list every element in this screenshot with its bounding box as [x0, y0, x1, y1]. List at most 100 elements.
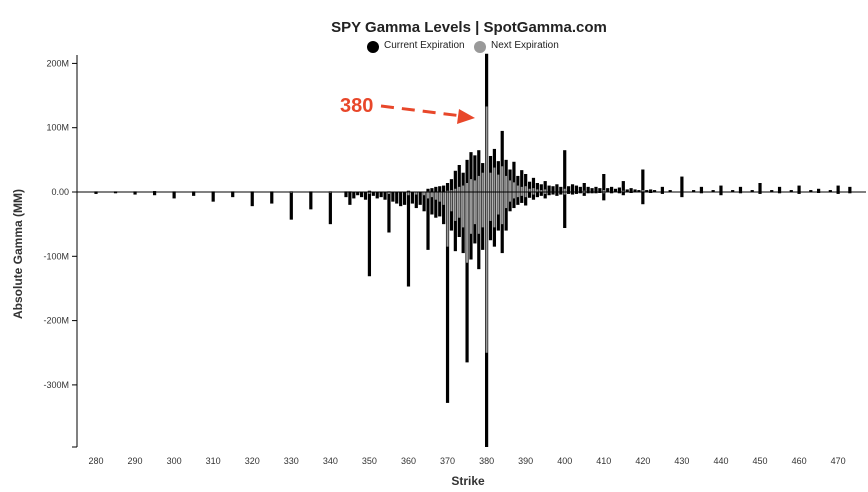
bar-current-expiration-negative-455 [777, 192, 782, 194]
bar-current-expiration-negative-345 [348, 192, 352, 205]
bar-next-expiration-positive-389 [520, 186, 523, 192]
bar-current-expiration-negative-400 [563, 192, 567, 229]
bar-current-expiration-negative-355 [387, 192, 391, 233]
bar-next-expiration-negative-400 [563, 192, 566, 195]
bar-next-expiration-positive-387 [512, 182, 515, 192]
bar-current-expiration-positive-377 [473, 155, 477, 192]
bar-current-expiration-negative-387 [512, 192, 516, 209]
bar-next-expiration-negative-364 [423, 192, 426, 196]
bar-current-expiration-positive-455 [777, 186, 782, 192]
x-tick-label-280: 280 [88, 456, 103, 466]
bar-next-expiration-negative-376 [469, 192, 472, 234]
bar-current-expiration-negative-361 [410, 192, 414, 204]
bar-current-expiration-positive-430 [680, 176, 684, 192]
x-tick-label-370: 370 [440, 456, 455, 466]
bar-current-expiration-negative-300 [172, 192, 176, 199]
bar-current-expiration-negative-375 [465, 192, 469, 363]
bar-current-expiration-negative-396 [547, 192, 551, 196]
bar-current-expiration-positive-373 [457, 164, 461, 192]
bar-current-expiration-positive-435 [699, 186, 704, 192]
bar-current-expiration-positive-407 [590, 188, 594, 192]
bar-next-expiration-negative-392 [532, 192, 535, 195]
chart-title: SPY Gamma Levels | SpotGamma.com [331, 19, 607, 36]
x-tick-label-330: 330 [284, 456, 299, 466]
bar-next-expiration-negative-375 [466, 192, 469, 263]
bar-current-expiration-positive-390 [524, 174, 528, 192]
bar-next-expiration-negative-386 [509, 192, 512, 202]
bar-current-expiration-negative-394 [539, 192, 543, 196]
bar-current-expiration-negative-349 [363, 192, 368, 200]
x-tick-label-430: 430 [674, 456, 689, 466]
bar-current-expiration-positive-416 [625, 189, 629, 192]
bar-current-expiration-positive-367 [434, 186, 438, 192]
bar-current-expiration-positive-398 [555, 184, 559, 192]
bar-current-expiration-negative-351 [371, 192, 375, 196]
bar-current-expiration-negative-473 [848, 192, 852, 194]
bar-current-expiration-positive-425 [660, 186, 664, 192]
bar-next-expiration-positive-380 [485, 106, 488, 192]
bar-current-expiration-negative-325 [270, 192, 274, 204]
bar-current-expiration-negative-470 [836, 192, 840, 194]
bar-next-expiration-positive-391 [528, 188, 531, 192]
bar-next-expiration-negative-372 [454, 192, 457, 221]
bar-current-expiration-negative-344 [344, 192, 348, 198]
bar-current-expiration-negative-390 [524, 192, 528, 206]
y-tick-label-5: -300M [43, 380, 69, 390]
bar-current-expiration-positive-440 [719, 185, 723, 192]
bar-current-expiration-positive-400 [563, 150, 567, 192]
bar-current-expiration-negative-360 [406, 192, 411, 287]
bar-current-expiration-negative-407 [590, 192, 594, 194]
bar-next-expiration-negative-355 [387, 192, 390, 194]
bar-current-expiration-positive-470 [836, 185, 840, 192]
bar-current-expiration-positive-458 [789, 190, 793, 192]
bar-current-expiration-positive-401 [567, 186, 571, 192]
bar-next-expiration-negative-381 [489, 192, 492, 221]
bar-current-expiration-positive-402 [570, 184, 575, 192]
bar-current-expiration-positive-468 [828, 190, 832, 192]
x-tick-label-460: 460 [792, 456, 807, 466]
bar-current-expiration-negative-406 [586, 192, 590, 194]
bar-current-expiration-negative-410 [602, 192, 606, 201]
bar-current-expiration-negative-366 [430, 192, 434, 215]
bar-next-expiration-negative-387 [512, 192, 515, 199]
x-tick-label-310: 310 [206, 456, 221, 466]
bar-current-expiration-negative-395 [543, 192, 547, 199]
x-tick-label-440: 440 [713, 456, 728, 466]
bar-next-expiration-positive-400 [563, 188, 566, 192]
bar-next-expiration-positive-393 [536, 189, 539, 192]
bar-current-expiration-positive-418 [633, 189, 637, 192]
bar-next-expiration-negative-360 [407, 192, 410, 196]
bar-current-expiration-positive-410 [602, 174, 606, 192]
bar-next-expiration-negative-374 [462, 192, 465, 228]
bar-current-expiration-positive-438 [711, 190, 715, 192]
bar-current-expiration-positive-365 [426, 188, 430, 192]
bar-current-expiration-positive-394 [539, 184, 543, 192]
bar-current-expiration-positive-391 [527, 181, 532, 192]
bar-current-expiration-negative-399 [559, 192, 563, 195]
bar-current-expiration-negative-358 [399, 192, 403, 207]
annotation-arrow-head [457, 109, 475, 124]
bar-next-expiration-positive-373 [458, 186, 461, 192]
bar-next-expiration-positive-382 [493, 167, 496, 192]
bar-next-expiration-negative-370 [446, 192, 449, 247]
bar-current-expiration-negative-403 [574, 192, 579, 194]
bar-current-expiration-positive-406 [586, 186, 590, 192]
bar-current-expiration-positive-460 [797, 185, 801, 192]
bar-current-expiration-positive-360 [406, 190, 411, 192]
legend-swatch-current-expiration [367, 41, 379, 53]
bar-current-expiration-positive-473 [848, 186, 852, 192]
bar-current-expiration-negative-357 [395, 192, 399, 204]
annotation-380: 380 [340, 95, 475, 124]
bar-next-expiration-negative-382 [493, 192, 496, 228]
y-tick-label-4: -200M [43, 316, 69, 326]
bar-next-expiration-positive-390 [524, 186, 527, 192]
bar-current-expiration-negative-330 [289, 192, 293, 220]
bar-current-expiration-positive-392 [531, 177, 536, 192]
bar-current-expiration-positive-419 [637, 190, 641, 192]
bar-current-expiration-positive-387 [512, 161, 516, 192]
bar-current-expiration-negative-402 [570, 192, 575, 195]
bar-current-expiration-negative-408 [594, 192, 598, 194]
bar-current-expiration-negative-397 [551, 192, 555, 195]
bar-current-expiration-positive-393 [535, 183, 539, 192]
